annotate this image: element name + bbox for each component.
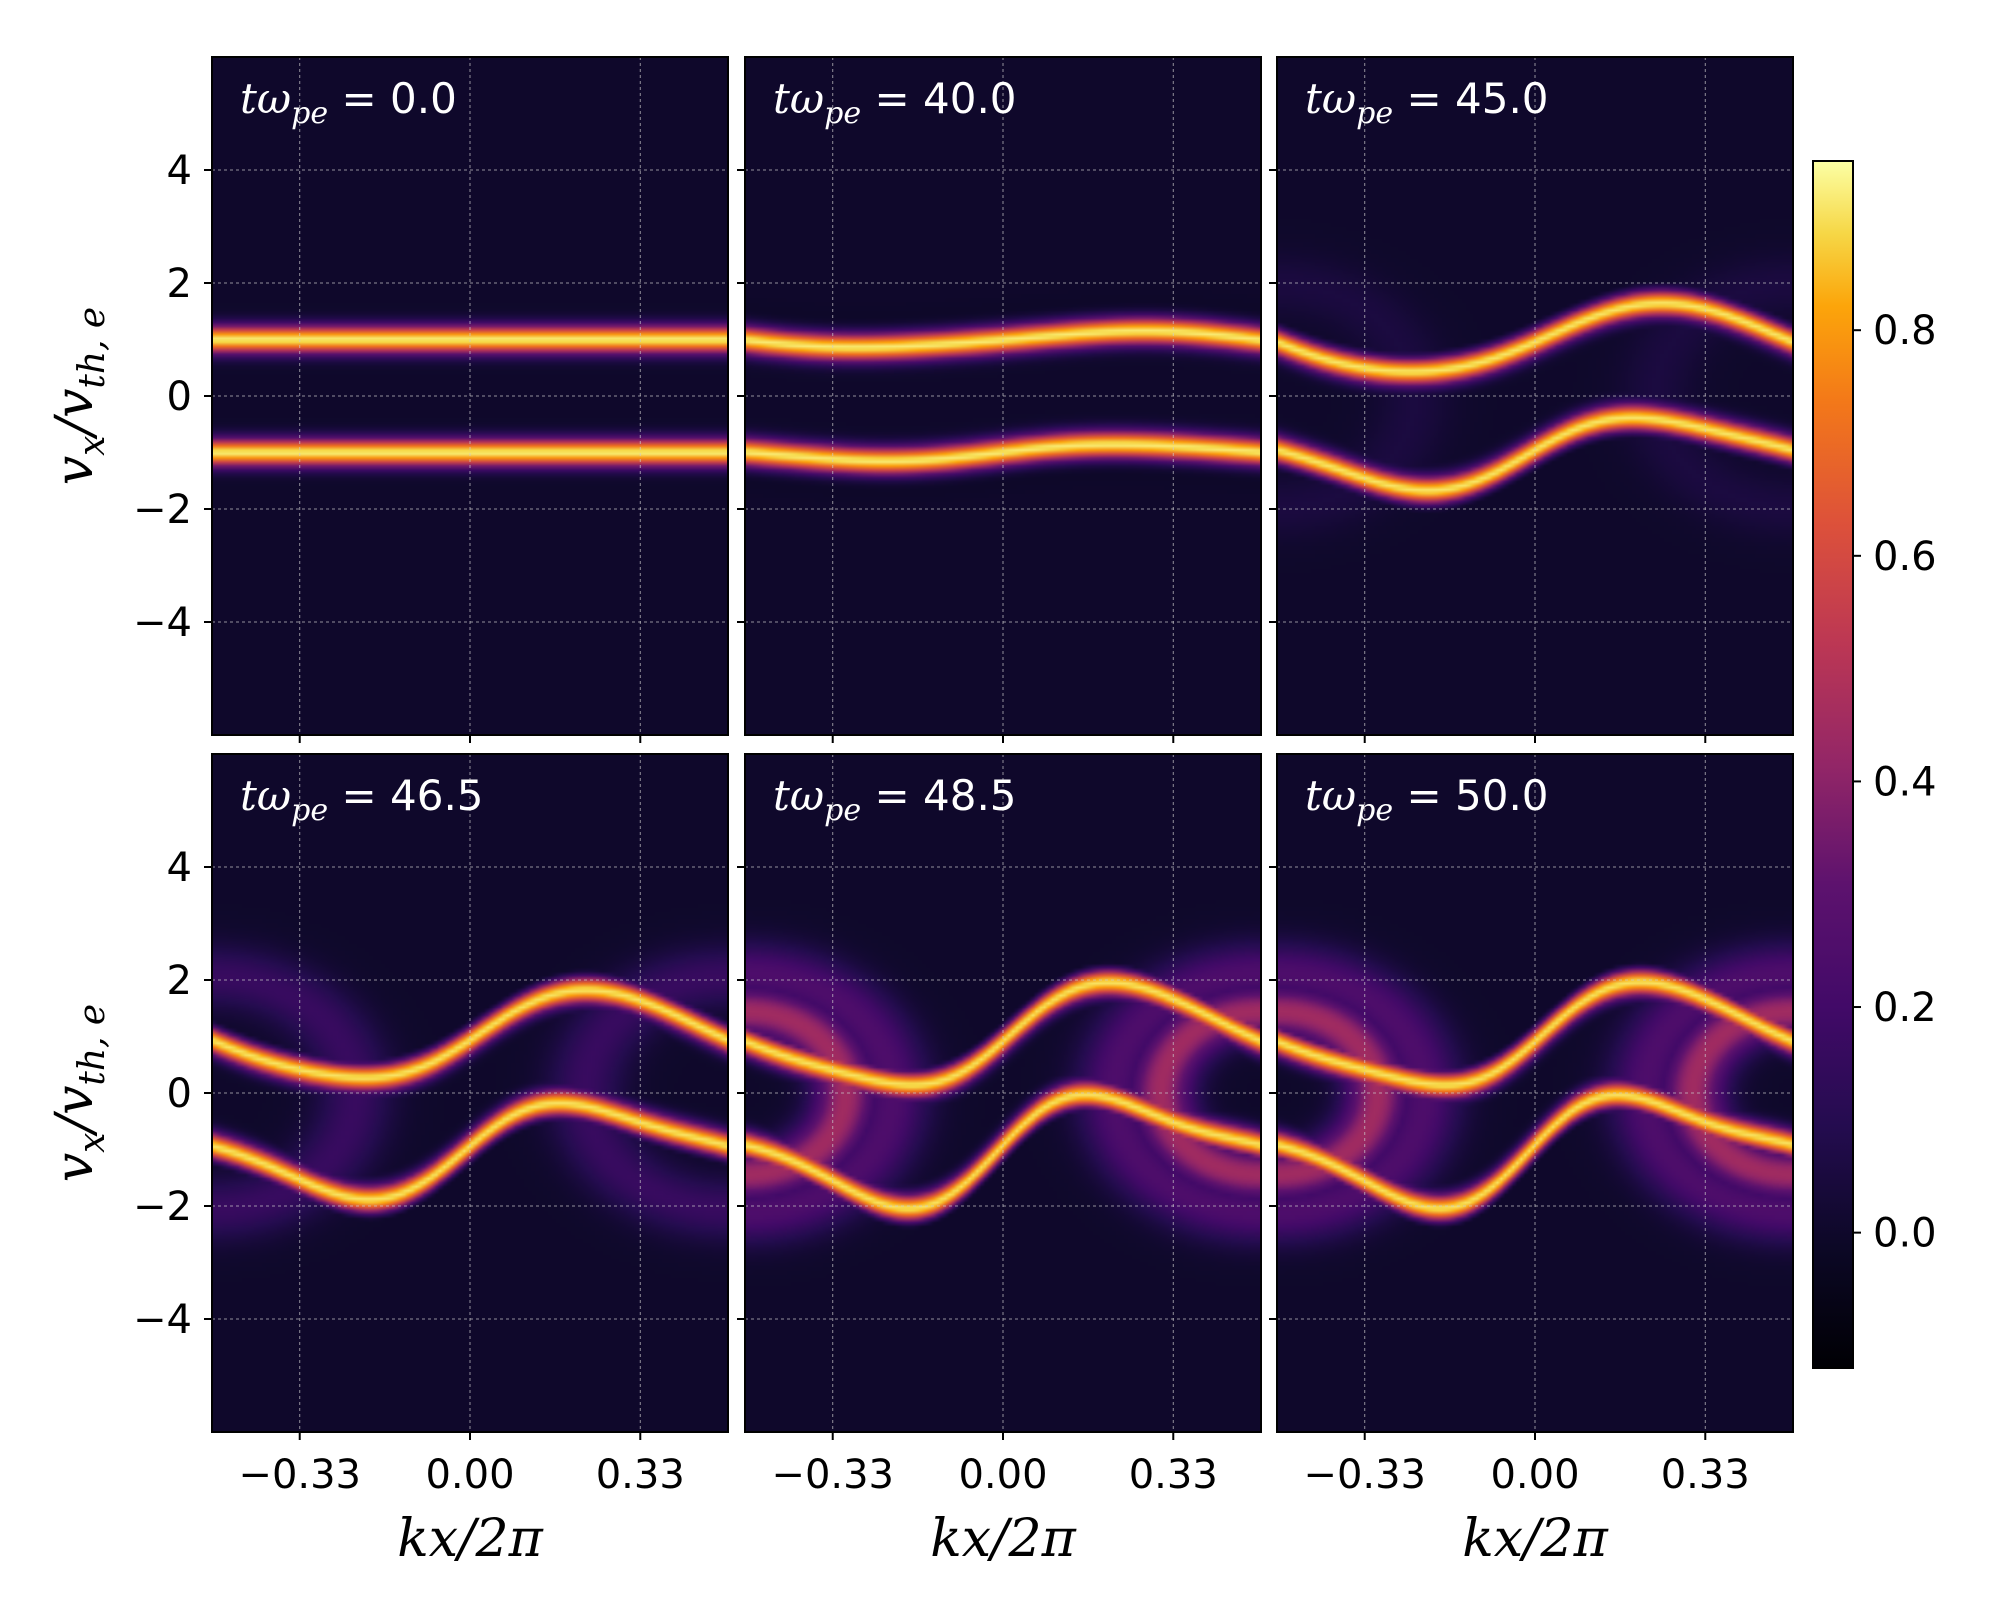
x-tick-label: 0.00 [425, 1452, 514, 1498]
y-axis-label: vx/vth, e [45, 307, 113, 485]
y-tick-label: 4 [167, 148, 192, 194]
y-tick-label: −4 [133, 600, 192, 646]
panel-time-label: tωpe = 0.0 [240, 74, 457, 131]
panel-5: tωpe = 50.0 [1269, 753, 1794, 1440]
y-tick-label: 2 [167, 958, 192, 1004]
x-tick-label: 0.00 [958, 1452, 1047, 1498]
x-axis-label: kx/2π [1462, 1509, 1608, 1569]
axes-layer: 4 2 0 −2 −4 vx/vth, e 4 2 0 −2 −4 vx/vth, e −0.33 0.0… [45, 148, 1750, 1569]
panel-0: tωpe = 0.0 [204, 56, 729, 743]
colorbar-tick-label: 0.2 [1873, 985, 1937, 1031]
y-tick-label: 0 [167, 1071, 192, 1117]
y-tick-label: 2 [167, 261, 192, 307]
colorbar-tick-label: 0.4 [1873, 759, 1937, 805]
colorbar-tick-label: 0.0 [1873, 1211, 1937, 1257]
colorbar: 0.8 0.6 0.4 0.2 0.0 [1812, 160, 1937, 1369]
colorbar-tick-label: 0.6 [1873, 534, 1937, 580]
panel-time-label: tωpe = 50.0 [1305, 771, 1549, 828]
x-axis-label: kx/2π [397, 1509, 543, 1569]
panels-layer: tωpe = 0.0 tωpe = 40.0 tωpe = 45.0 tωpe = 4… [204, 56, 1794, 1440]
x-tick-label: 0.33 [1129, 1452, 1218, 1498]
x-tick-label: 0.33 [1661, 1452, 1750, 1498]
y-tick-label: −4 [133, 1297, 192, 1343]
panel-time-label: tωpe = 40.0 [773, 74, 1017, 131]
colorbar-ticks: 0.8 0.6 0.4 0.2 0.0 [1853, 308, 1937, 1257]
y-tick-label: −2 [133, 487, 192, 533]
x-axis-label: kx/2π [930, 1509, 1076, 1569]
colorbar-tick-label: 0.8 [1873, 308, 1937, 354]
y-axis-label: vx/vth, e [45, 1004, 113, 1182]
panel-3: tωpe = 46.5 [204, 753, 729, 1440]
x-tick-label: −0.33 [1303, 1452, 1426, 1498]
panel-4: tωpe = 48.5 [737, 753, 1262, 1440]
y-tick-label: 0 [167, 374, 192, 420]
x-tick-label: 0.00 [1490, 1452, 1579, 1498]
x-tick-label: −0.33 [771, 1452, 894, 1498]
x-tick-label: −0.33 [238, 1452, 361, 1498]
panel-time-label: tωpe = 48.5 [773, 771, 1017, 828]
y-tick-label: −2 [133, 1184, 192, 1230]
panel-2: tωpe = 45.0 [1269, 56, 1794, 743]
panel-time-label: tωpe = 45.0 [1305, 74, 1549, 131]
y-tick-label: 4 [167, 845, 192, 891]
panel-time-label: tωpe = 46.5 [240, 771, 484, 828]
colorbar-bar [1812, 160, 1854, 1369]
x-tick-label: 0.33 [596, 1452, 685, 1498]
panel-1: tωpe = 40.0 [737, 56, 1262, 743]
